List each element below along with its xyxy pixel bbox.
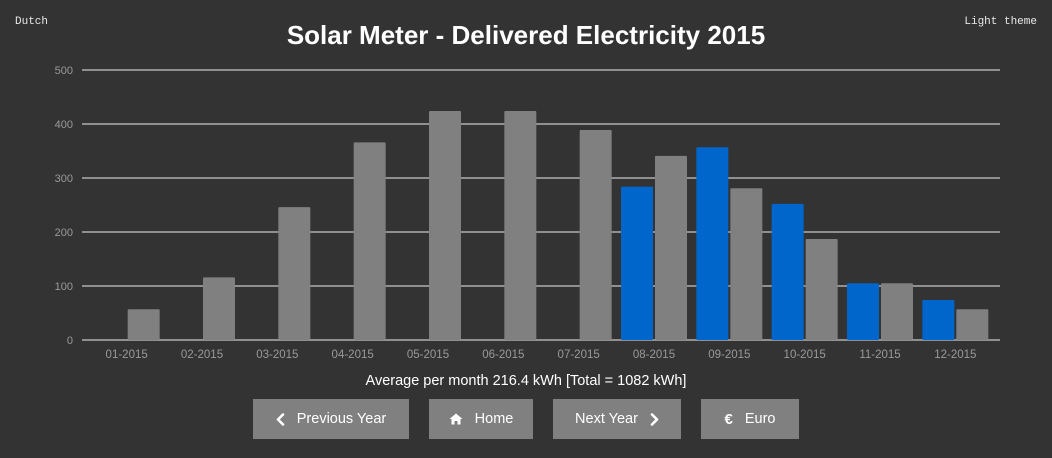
x-tick-label: 09-2015	[708, 349, 750, 361]
bar-previous-year[interactable]	[127, 309, 160, 340]
previous-year-label: Previous Year	[296, 411, 387, 427]
x-tick-label: 01-2015	[106, 349, 148, 361]
y-axis-tick-labels: 0 100 200 300 400 500	[55, 65, 73, 347]
x-tick-label: 08-2015	[633, 349, 675, 361]
home-label: Home	[474, 411, 514, 427]
bar-previous-year[interactable]	[353, 142, 386, 340]
chart-bars	[127, 111, 989, 340]
y-tick-label: 500	[55, 65, 73, 77]
chart-gridlines	[82, 69, 1000, 341]
x-axis-tick-labels: 01-2015 02-2015 03-2015 04-2015 05-2015 06-20…	[106, 349, 977, 361]
language-link[interactable]: Dutch	[15, 16, 49, 28]
bar-current-year[interactable]	[922, 300, 955, 340]
y-tick-label: 100	[55, 281, 73, 293]
next-year-button[interactable]: Next Year	[553, 399, 681, 439]
bar-current-year[interactable]	[847, 283, 879, 340]
home-icon	[449, 413, 463, 425]
x-tick-label: 05-2015	[407, 349, 449, 361]
monthly-summary-text: Average per month 216.4 kWh [Total = 108…	[365, 373, 687, 389]
bar-chart: 0 100 200 300 400 500 01-2015 02-2015 03-2015 04…	[55, 65, 1000, 361]
x-tick-label: 03-2015	[256, 349, 298, 361]
currency-label: Euro	[744, 411, 776, 427]
page-title: Solar Meter - Delivered Electricity 2015	[286, 20, 766, 50]
bar-previous-year[interactable]	[579, 129, 612, 340]
x-tick-label: 06-2015	[482, 349, 524, 361]
navigation-buttons: Previous Year Home Next Year € Euro	[0, 399, 1052, 439]
bar-previous-year[interactable]	[203, 277, 235, 340]
bar-previous-year[interactable]	[805, 239, 838, 340]
bar-previous-year[interactable]	[956, 309, 989, 340]
y-tick-label: 0	[67, 335, 73, 347]
y-tick-label: 200	[55, 227, 73, 239]
previous-year-button[interactable]: Previous Year	[253, 399, 409, 439]
x-tick-label: 07-2015	[558, 349, 600, 361]
x-tick-label: 02-2015	[181, 349, 223, 361]
euro-icon: €	[724, 410, 733, 428]
bar-previous-year[interactable]	[655, 155, 687, 340]
x-tick-label: 04-2015	[332, 349, 374, 361]
theme-toggle-link[interactable]: Light theme	[964, 16, 1037, 28]
chevron-left-icon	[276, 412, 285, 426]
x-tick-label: 12-2015	[934, 349, 976, 361]
bar-current-year[interactable]	[696, 147, 729, 340]
currency-toggle-button[interactable]: € Euro	[701, 399, 799, 439]
bar-previous-year[interactable]	[278, 207, 311, 340]
bar-previous-year[interactable]	[881, 283, 913, 340]
bar-previous-year[interactable]	[429, 111, 461, 340]
home-button[interactable]: Home	[429, 399, 533, 439]
bar-current-year[interactable]	[771, 203, 804, 340]
chevron-right-icon	[650, 412, 659, 426]
x-tick-label: 11-2015	[859, 349, 900, 361]
next-year-label: Next Year	[575, 411, 638, 427]
x-tick-label: 10-2015	[784, 349, 826, 361]
bar-current-year[interactable]	[621, 186, 653, 340]
bar-previous-year[interactable]	[504, 111, 537, 340]
y-tick-label: 300	[55, 173, 73, 185]
bar-previous-year[interactable]	[730, 188, 763, 340]
y-tick-label: 400	[55, 119, 73, 131]
